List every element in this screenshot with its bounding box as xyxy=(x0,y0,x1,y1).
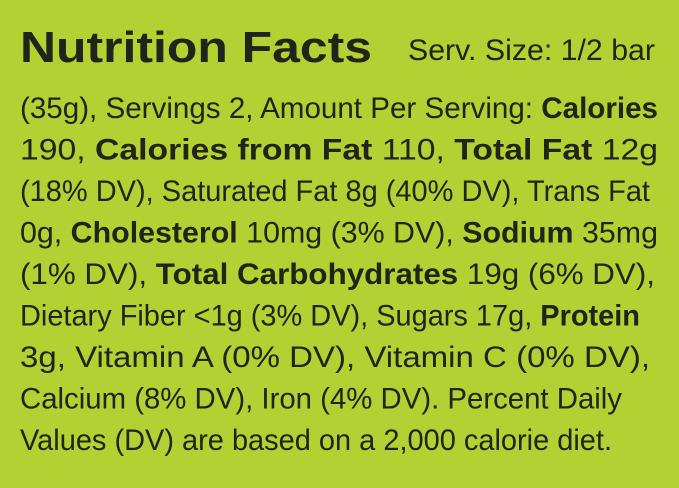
label-line: 3g, Vitamin A (0% DV), Vitamin C (0% DV)… xyxy=(20,341,650,374)
nutrient-name: Cholesterol xyxy=(71,217,238,250)
nutrient-name: Calories xyxy=(541,92,658,125)
label-line: 0g, Cholesterol 10mg (3% DV), Sodium 35m… xyxy=(20,217,658,250)
label-line: Dietary Fiber <1g (3% DV), Sugars 17g, P… xyxy=(20,300,640,333)
label-text: (1% DV), xyxy=(20,258,156,291)
label-line: (18% DV), Saturated Fat 8g (40% DV), Tra… xyxy=(20,175,651,208)
label-line: (35g), Servings 2, Amount Per Serving: C… xyxy=(20,92,658,125)
serving-size: Serv. Size: 1/2 bar xyxy=(408,34,655,67)
label-line: Values (DV) are based on a 2,000 calorie… xyxy=(20,424,612,457)
nutrient-name: Total Fat xyxy=(454,134,592,167)
nutrient-name: Protein xyxy=(540,300,640,333)
label-text: 12g xyxy=(592,134,658,167)
label-text: 19g (6% DV), xyxy=(458,258,655,291)
label-text: Values (DV) are based on a 2,000 calorie… xyxy=(20,424,612,457)
label-line: (1% DV), Total Carbohydrates 19g (6% DV)… xyxy=(20,258,655,291)
label-text: 190, xyxy=(20,134,95,167)
label-text: (35g), Servings 2, Amount Per Serving: xyxy=(20,92,541,125)
label-line: 190, Calories from Fat 110, Total Fat 12… xyxy=(20,134,658,167)
label-text: 35mg xyxy=(574,217,658,250)
title: Nutrition Facts xyxy=(20,23,372,72)
label-text: 110, xyxy=(372,134,454,167)
label-text: Calcium (8% DV), Iron (4% DV). Percent D… xyxy=(20,383,622,416)
nutrient-name: Sodium xyxy=(462,217,573,250)
label-text: 10mg (3% DV), xyxy=(238,217,462,250)
label-text: (18% DV), Saturated Fat 8g (40% DV), Tra… xyxy=(20,175,651,208)
label-text: Dietary Fiber <1g (3% DV), Sugars 17g, xyxy=(20,300,540,333)
nutrient-name: Calories from Fat xyxy=(95,134,372,167)
nutrient-name: Total Carbohydrates xyxy=(156,258,458,291)
label-text: 3g, Vitamin A (0% DV), Vitamin C (0% DV)… xyxy=(20,341,650,374)
label-line: Calcium (8% DV), Iron (4% DV). Percent D… xyxy=(20,383,622,416)
label-text: 0g, xyxy=(20,217,71,250)
